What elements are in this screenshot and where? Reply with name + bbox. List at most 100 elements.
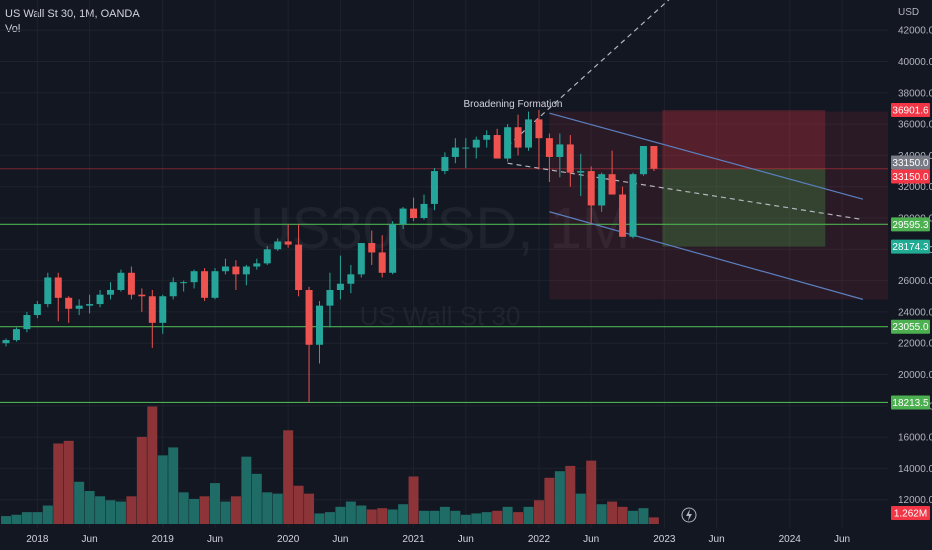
price-tag-label: 28174.3 [892,242,929,253]
price-tag-label: 36901.6 [892,105,929,116]
volume-bar [189,498,200,524]
volume-bar [53,443,64,524]
volume-bar [460,514,471,524]
candle-body [587,171,595,206]
candle-body [221,266,229,272]
volume-bar [335,506,346,524]
candle-body [598,174,606,206]
candle-body [12,329,20,341]
x-tick-label: 2022 [528,534,551,545]
candle-body [180,282,188,284]
candle-body [608,174,616,195]
candle-body [472,139,480,148]
candle-body [525,119,532,148]
candle-body [169,282,177,297]
chart-legend: US Wall St 30, 1M, OANDA Vol [5,7,140,37]
volume-bar [251,473,262,524]
volume-tag-label: 1.262M [894,509,927,520]
y-tick-label: 20000.0 [898,370,932,381]
volume-bar [554,471,565,524]
volume-bar [648,517,659,524]
candle-body [75,305,83,309]
volume-bar [283,430,294,524]
volume-bar [398,504,409,524]
x-tick-label: 2019 [152,534,175,545]
volume-bar [565,465,576,524]
horizontal-levels[interactable] [0,223,888,404]
y-tick-label: 38000.0 [898,88,932,99]
price-tag [891,217,930,232]
candle-body [545,138,553,157]
time-axis[interactable]: 2018 Jun 2019 Jun 2020 Jun 2021 Jun 2022 Jun 2023 J… [0,528,932,550]
volume-bar [408,476,419,524]
volume-bar [11,514,22,524]
volume-bar [429,510,440,524]
y-tick-label: 22000.0 [898,339,932,350]
y-tick-label: 24000.0 [898,307,932,318]
candle-body [410,208,418,218]
volume-bar [95,496,106,524]
candle-body [378,252,386,273]
volume-bar [607,501,618,524]
lightning-icon[interactable] [681,507,697,523]
volume-bar [157,455,168,524]
candle-body [462,147,470,149]
volume-bar [42,505,53,524]
volume-bar [523,506,534,524]
price-tag-label: 18213.5 [892,398,929,409]
candle-body [242,266,250,275]
volume-bar [481,512,492,524]
volume-bar [304,493,315,524]
volume-bar [492,510,503,524]
volume-bar [272,493,283,524]
volume-bar [471,513,482,524]
volume-bar [366,509,377,524]
candle-body [316,305,323,345]
volume-bar [136,436,147,524]
candle-body [295,244,303,290]
x-tick-label: 2018 [26,534,49,545]
y-tick-label: 16000.0 [898,433,932,444]
y-tick-label: 36000.0 [898,120,932,131]
volume-bar [324,512,335,524]
price-tag [891,102,930,117]
price-tag [891,319,930,334]
price-tag [891,155,930,170]
candle-body [159,296,167,323]
candle-body [96,294,104,305]
candle-body [619,194,627,237]
x-tick-label: 2024 [779,534,802,545]
candle-body [347,274,355,284]
volume-bar [638,508,649,524]
volume-bar [220,501,231,524]
price-axis[interactable]: USD 12000.014000.016000.018000.020000.02… [888,0,932,530]
symbol-title[interactable]: US Wall St 30, 1M, OANDA [5,8,140,20]
candle-body [441,156,449,172]
candle-body [107,289,114,295]
shaded-zones [0,109,888,300]
volume-bar [147,406,158,524]
volume-bar [178,492,189,524]
volume-bar [230,496,241,524]
stop-loss-zone [662,109,826,169]
price-tag [891,395,930,410]
volume-bar [74,481,85,524]
x-tick-label: Jun [458,534,474,545]
watermark-name: US Wall St 30 [360,301,521,331]
volume-bar [241,456,252,524]
y-tick-label: 26000.0 [898,276,932,287]
candle-body [284,241,292,245]
candle-body [2,340,10,344]
volume-label[interactable]: Vol [5,23,21,35]
volume-bar [293,485,304,524]
volume-bar [533,500,544,524]
channel-upper-line [549,112,864,200]
volume-bar [32,512,43,524]
candle-body [389,224,397,273]
candle-body [577,171,585,173]
candle-body [86,304,94,306]
price-tag-label: 29595.3 [892,220,929,231]
candle-body [211,271,219,298]
trend-drawings[interactable] [507,0,864,300]
